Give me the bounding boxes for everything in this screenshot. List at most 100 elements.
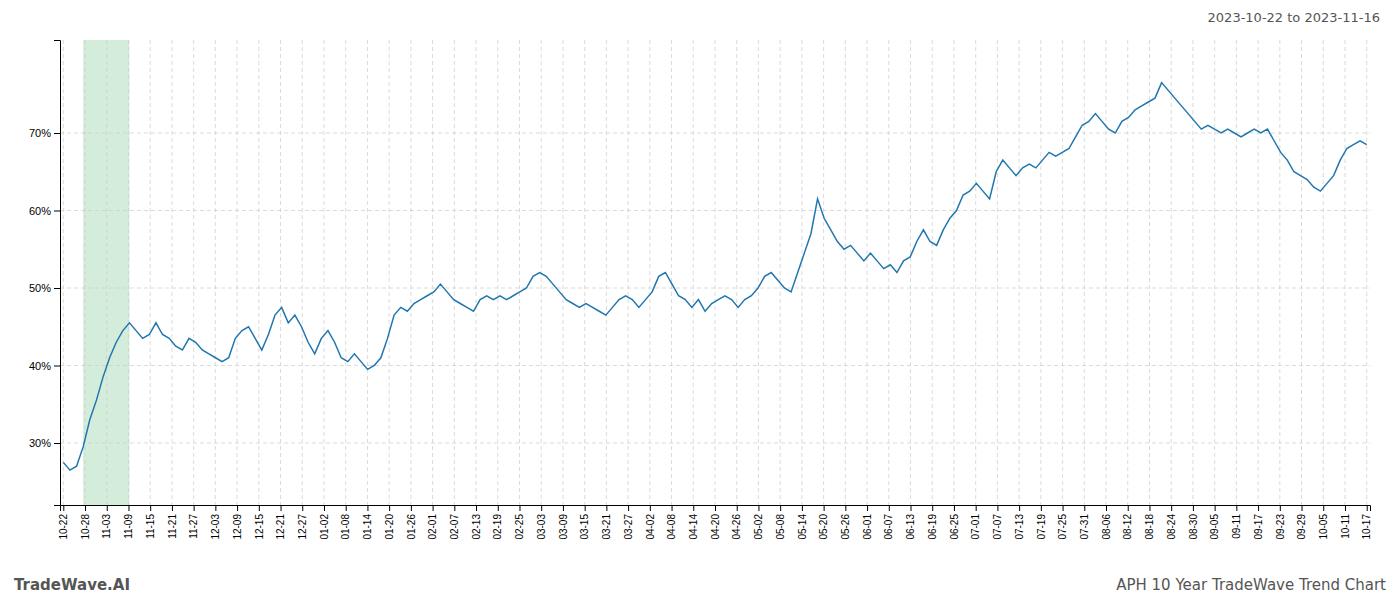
x-tick-label: 09-11 <box>1231 514 1242 539</box>
grid-line <box>845 40 846 505</box>
x-tick-label: 07-25 <box>1057 514 1068 540</box>
x-tick: 07-07 <box>992 505 1003 540</box>
grid-line <box>693 40 694 505</box>
tick-mark <box>802 505 803 511</box>
tick-mark <box>259 505 260 511</box>
x-tick: 04-02 <box>645 505 656 540</box>
x-tick-label: 08-30 <box>1188 514 1199 540</box>
x-tick: 12-15 <box>254 505 265 540</box>
tick-mark <box>1063 505 1064 511</box>
x-tick: 05-14 <box>797 505 808 540</box>
tick-mark <box>780 505 781 511</box>
x-tick: 03-27 <box>623 505 634 540</box>
grid-line <box>323 40 324 505</box>
x-tick: 07-25 <box>1057 505 1068 540</box>
x-tick-label: 03-15 <box>579 514 590 540</box>
tick-mark <box>1019 505 1020 511</box>
tick-mark <box>1171 505 1172 511</box>
x-tick-label: 08-12 <box>1122 514 1133 540</box>
y-tick: 50% <box>29 282 60 294</box>
x-tick: 01-14 <box>362 505 373 540</box>
tick-mark <box>194 505 195 511</box>
grid-line <box>1127 40 1128 505</box>
x-tick: 02-19 <box>492 505 503 540</box>
x-tick: 06-13 <box>905 505 916 540</box>
grid-line <box>671 40 672 505</box>
grid-line <box>389 40 390 505</box>
x-tick: 09-11 <box>1231 505 1242 539</box>
x-tick-label: 11-09 <box>123 514 134 539</box>
tick-mark <box>606 505 607 511</box>
grid-line <box>193 40 194 505</box>
tick-mark <box>107 505 108 511</box>
grid-line <box>1062 40 1063 505</box>
x-tick: 07-13 <box>1014 505 1025 540</box>
tick-mark <box>54 288 60 289</box>
tick-mark <box>302 505 303 511</box>
grid-line <box>1040 40 1041 505</box>
tick-mark <box>845 505 846 511</box>
x-tick: 08-06 <box>1101 505 1112 540</box>
grid-line <box>237 40 238 505</box>
x-tick-label: 05-26 <box>840 514 851 540</box>
x-tick-label: 06-01 <box>862 514 873 540</box>
x-tick-label: 05-20 <box>818 514 829 540</box>
grid-line <box>519 40 520 505</box>
x-tick: 10-11 <box>1340 505 1351 539</box>
x-tick-label: 11-27 <box>188 514 199 539</box>
annotation: TradeWave.AI <box>14 576 130 594</box>
tick-mark <box>889 505 890 511</box>
tick-mark <box>737 505 738 511</box>
tick-mark <box>54 443 60 444</box>
title: APH 10 Year TradeWave Trend Chart <box>1116 576 1386 594</box>
y-tick: 40% <box>29 360 60 372</box>
tick-mark <box>932 505 933 511</box>
x-axis: 10-2210-2811-0311-0911-1511-2111-2712-03… <box>58 505 1372 540</box>
tick-mark <box>346 505 347 511</box>
tick-mark <box>954 505 955 511</box>
tick-mark <box>585 505 586 511</box>
x-tick: 07-01 <box>970 505 981 540</box>
tick-mark <box>541 505 542 511</box>
grid-line <box>1084 40 1085 505</box>
tick-mark <box>128 505 129 511</box>
x-tick-label: 04-26 <box>731 514 742 540</box>
x-tick-label: 12-03 <box>210 514 221 540</box>
x-tick: 11-21 <box>167 505 178 539</box>
tick-mark <box>1084 505 1085 511</box>
x-tick-label: 01-14 <box>362 514 373 540</box>
x-tick: 02-07 <box>449 505 460 540</box>
x-tick-label: 07-13 <box>1014 514 1025 540</box>
x-tick-label: 01-08 <box>340 514 351 540</box>
tick-mark <box>976 505 977 511</box>
tick-mark <box>1302 505 1303 511</box>
x-tick: 07-19 <box>1036 505 1047 540</box>
x-tick-label: 10-11 <box>1340 514 1351 539</box>
grid-line <box>1214 40 1215 505</box>
y-tick-label: 30% <box>29 437 51 449</box>
x-tick-label: 07-01 <box>970 514 981 540</box>
x-tick-label: 02-07 <box>449 514 460 540</box>
grid-line <box>1106 40 1107 505</box>
grid-line <box>215 40 216 505</box>
y-tick: 70% <box>29 127 60 139</box>
grid-line <box>1301 40 1302 505</box>
tick-mark <box>1323 505 1324 511</box>
x-tick: 02-13 <box>471 505 482 540</box>
x-tick-label: 05-02 <box>753 514 764 540</box>
tick-mark <box>54 133 60 134</box>
x-tick-label: 05-14 <box>797 514 808 540</box>
x-tick-label: 07-19 <box>1036 514 1047 540</box>
tick-mark <box>85 505 86 511</box>
plot: 10-2210-2811-0311-0911-1511-2111-2712-03… <box>29 40 1372 540</box>
tick-mark <box>563 505 564 511</box>
x-tick-label: 06-07 <box>883 514 894 540</box>
x-tick: 01-26 <box>406 505 417 540</box>
x-tick: 02-25 <box>514 505 525 540</box>
tick-mark <box>150 505 151 511</box>
x-tick-label: 12-15 <box>254 514 265 540</box>
x-tick: 10-22 <box>58 505 69 540</box>
y-tick: 60% <box>29 205 60 217</box>
tick-mark <box>628 505 629 511</box>
x-tick-label: 01-26 <box>406 514 417 540</box>
